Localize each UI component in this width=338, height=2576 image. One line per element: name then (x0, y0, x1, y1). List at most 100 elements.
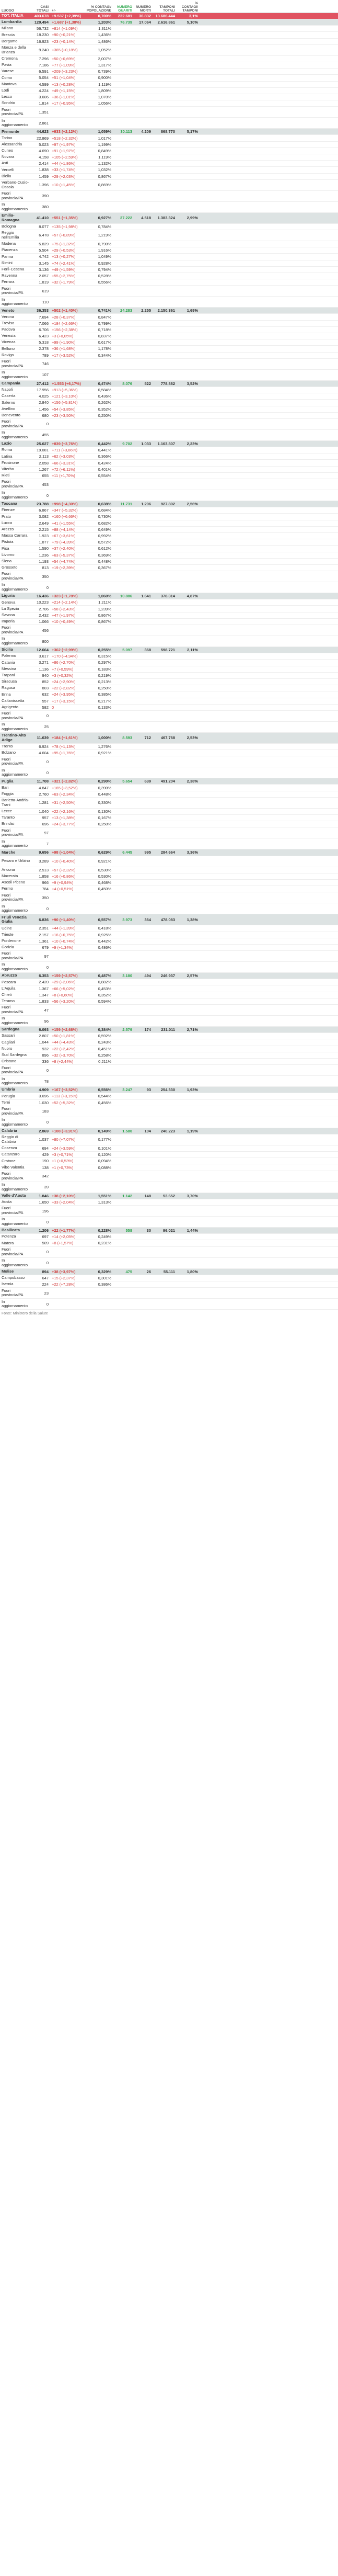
table-cell: 3.145 (39, 260, 49, 266)
table-cell: 9.702 (122, 441, 132, 446)
table-cell: Lombardia (2, 20, 22, 25)
table-cell: 0,867% (98, 174, 111, 179)
table-cell: 44.623 (37, 129, 49, 134)
table-cell: Salerno (2, 400, 15, 405)
table-cell: 1.923 (39, 534, 49, 539)
table-cell: 0,530% (98, 873, 111, 879)
table-cell: 336 (42, 1059, 49, 1064)
table-cell: Avellino (2, 406, 16, 411)
province-row: Trieste 2.157 +16 (+0,75%) 0,925% (0, 932, 338, 938)
table-cell: 522 (144, 381, 151, 386)
table-cell: Siracusa (2, 679, 17, 684)
table-cell: Caltanissetta (2, 698, 25, 703)
table-cell: 1.163.807 (157, 441, 175, 446)
table-cell: +36 (+1,01%) (52, 94, 76, 99)
table-cell: 390 (42, 194, 49, 199)
table-cell: 41.410 (37, 215, 49, 221)
table-cell: +23 (+0,14%) (52, 39, 76, 44)
table-cell: +44 (+1,86%) (52, 161, 76, 166)
table-cell: Lecce (2, 809, 13, 814)
table-cell: +22 (+2,42%) (52, 1046, 76, 1051)
table-cell: 4.224 (39, 88, 49, 93)
table-cell: 7.186 (39, 63, 49, 68)
table-cell: 3.271 (39, 660, 49, 665)
table-cell: Caserta (2, 394, 16, 399)
province-row: Fuori provincia/PA 390 (0, 190, 338, 202)
province-row: Trento 6.924 +78 (+1,13%) 1,276% (0, 743, 338, 751)
province-row: Caltanissetta 557 +17 (+3,15%) 0,217% (0, 698, 338, 705)
table-cell: 0,448% (98, 559, 111, 564)
table-cell: 0 (46, 585, 49, 590)
table-cell: Fuori provincia/PA (2, 893, 24, 902)
table-cell: In aggiornamento (2, 1183, 28, 1191)
table-cell: Marche (2, 850, 16, 855)
table-cell: 8.077 (39, 224, 49, 229)
table-cell: Pisa (2, 546, 9, 551)
table-cell: 6.706 (39, 327, 49, 332)
province-row: Fuori provincia/PA 97 (0, 827, 338, 839)
table-cell: Piacenza (2, 248, 18, 253)
table-cell: +933 (+2,12%) (52, 129, 78, 134)
table-cell: 364 (144, 917, 151, 922)
table-cell: 6.445 (122, 850, 132, 855)
table-cell: Pescara (2, 980, 16, 984)
table-cell: Messina (2, 666, 16, 671)
table-cell: +33 (+1,74%) (52, 167, 76, 173)
table-cell: 0,231% (98, 1241, 111, 1246)
province-row: Pisa 1.590 +37 (+2,40%) 0,612% (0, 546, 338, 552)
table-cell: Napoli (2, 388, 13, 392)
table-cell: +72 (+6,11%) (52, 467, 75, 472)
table-cell: +32 (+1,79%) (52, 280, 76, 285)
province-row: Ravenna 2.057 +55 (+2,75%) 0,528% (0, 273, 338, 280)
table-cell: 0,638% (98, 502, 111, 507)
table-cell: 0,094% (98, 1159, 111, 1164)
table-cell: +33 (+2,04%) (52, 1199, 76, 1205)
province-row: Cosenza 694 +24 (+3,59%) 0,101% (0, 1145, 338, 1152)
table-cell: 0,928% (98, 260, 111, 266)
table-cell: +28 (+0,37%) (52, 314, 76, 320)
province-row: Cuneo 4.690 +91 (+1,97%) 0,849% (0, 147, 338, 154)
table-cell: 1,070% (98, 94, 111, 99)
table-cell: Forlì-Cesena (2, 267, 25, 271)
table-cell: Taranto (2, 815, 15, 820)
table-cell: +160 (+6,66%) (52, 514, 78, 519)
table-cell: 1,311% (98, 26, 111, 31)
table-cell: 2.351 (39, 926, 49, 931)
table-cell: 0 (46, 1261, 49, 1266)
table-cell: +4 (+0,51%) (52, 887, 74, 892)
table-cell: 0,390% (98, 785, 111, 790)
table-cell: 2.414 (39, 161, 49, 166)
table-cell: 1.650 (39, 1199, 49, 1205)
table-cell: Trieste (2, 932, 14, 937)
table-cell: Piemonte (2, 129, 19, 134)
table-cell: 0 (46, 1068, 49, 1073)
region-row: Molise 894 +38 (+3,97%) 0,329% 475 26 55.111 1,… (0, 1268, 338, 1275)
table-cell: 0,366% (98, 454, 111, 459)
table-cell: 6.478 (39, 233, 49, 238)
table-cell: +16 (+0,75%) (52, 932, 76, 937)
province-row: Monza e della Brianza 9.240 +365 (+0,18%) 1… (0, 44, 338, 56)
table-cell: +3 (+0,32%) (52, 673, 74, 678)
table-cell: 2.861 (39, 120, 49, 126)
table-cell: +22 (+1,77%) (52, 1228, 76, 1233)
table-cell: 3.696 (39, 1094, 49, 1099)
table-cell: 0,629% (98, 850, 111, 855)
table-cell: 813 (42, 565, 49, 570)
table-cell: 2,56% (187, 502, 198, 507)
table-cell: 1.206 (141, 502, 151, 507)
region-row: Marche 9.656 +98 (+1,04%) 0,629% 6.445 995 284… (0, 849, 338, 856)
table-cell: 2,007% (98, 56, 111, 61)
table-cell: +91 (+1,97%) (52, 148, 76, 153)
table-cell: 475 (125, 1269, 132, 1274)
table-cell: +49 (+1,59%) (52, 267, 76, 272)
column-header: NUMERO GUARITI (117, 5, 132, 13)
table-cell: +79 (+4,39%) (52, 540, 76, 545)
table-cell: 0,424% (98, 460, 111, 466)
table-cell: In aggiornamento (2, 202, 28, 211)
table-cell: 25.627 (37, 441, 49, 446)
table-cell: +19 (+2,39%) (52, 565, 76, 570)
province-row: Messina 1.136 +7 (+0,59%) 0,183% (0, 666, 338, 673)
table-cell: 927.802 (160, 502, 175, 507)
table-cell: 2,23% (187, 441, 198, 446)
province-row: Pescara 2.420 +29 (+2,06%) 0,882% (0, 979, 338, 986)
